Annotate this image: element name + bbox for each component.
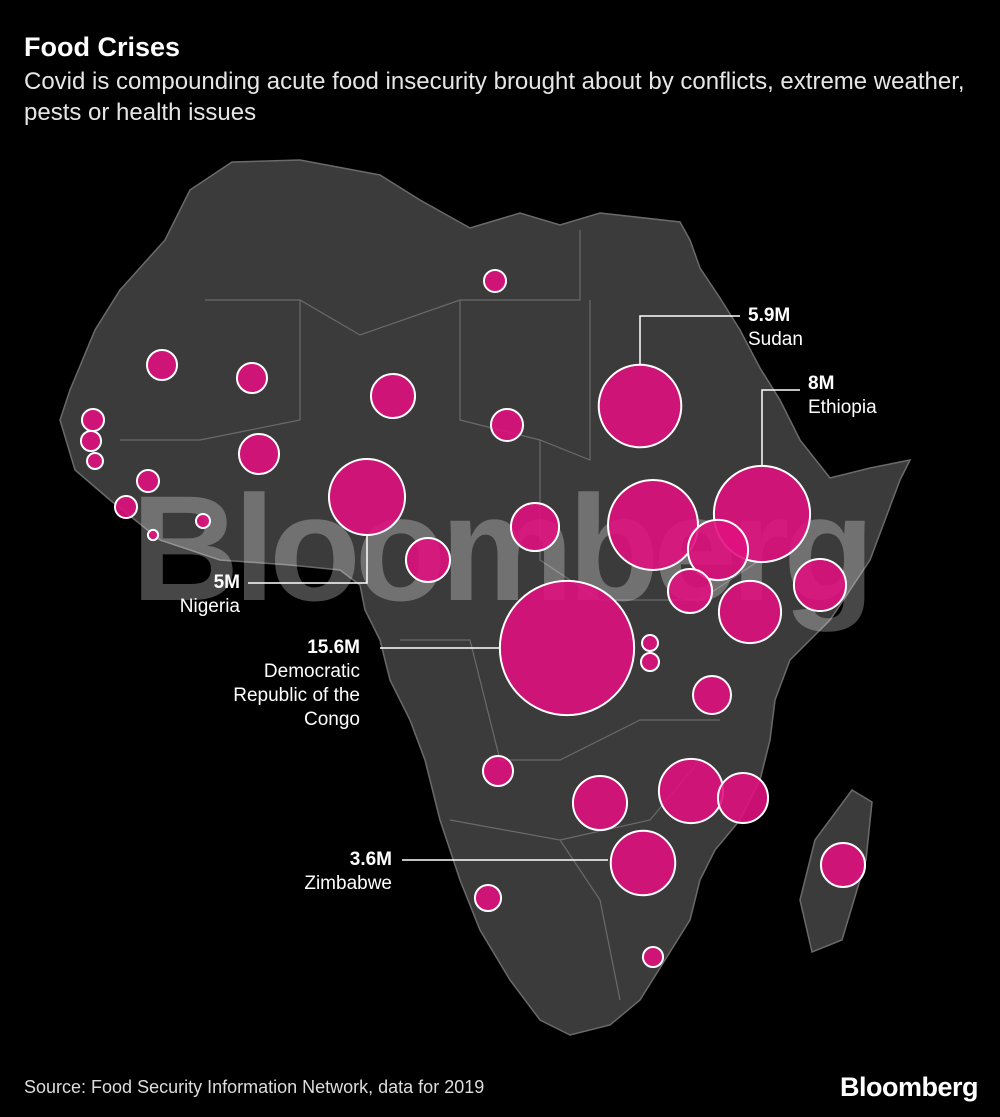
bubble — [571, 774, 629, 832]
bubble — [473, 883, 503, 913]
country-name: Sudan — [748, 329, 803, 350]
annotation: 5M Nigeria — [70, 571, 240, 619]
bubble — [597, 363, 683, 449]
logo: Bloomberg — [839, 1072, 979, 1102]
value-label: 5M — [213, 572, 240, 593]
country-name: Zimbabwe — [304, 873, 392, 894]
bubble — [79, 429, 103, 453]
bubble — [666, 567, 714, 615]
bubble — [641, 945, 665, 969]
bubble — [716, 771, 770, 825]
value-label: 15.6M — [307, 637, 360, 658]
bubble — [641, 634, 659, 652]
bubble — [86, 452, 104, 470]
value-label: 5.9M — [748, 305, 791, 326]
annotation: 15.6M Democratic Republic of the Congo — [190, 636, 360, 732]
bubble — [404, 536, 452, 584]
leader-line — [639, 315, 740, 364]
bubble — [113, 494, 139, 520]
value-label: 3.6M — [349, 849, 392, 870]
bubble — [819, 841, 867, 889]
bubble — [327, 457, 407, 537]
bubble — [657, 757, 725, 825]
bubble — [482, 268, 508, 294]
bubble — [792, 557, 848, 613]
country-name: Ethiopia — [808, 397, 877, 418]
bubble — [717, 579, 783, 645]
bubble — [686, 518, 750, 582]
bubble — [498, 579, 636, 717]
bubble — [145, 348, 179, 382]
bubble — [369, 372, 417, 420]
bubble — [607, 479, 699, 571]
bubble — [146, 528, 160, 542]
annotation: 5.9M Sudan — [748, 304, 803, 352]
annotation: 3.6M Zimbabwe — [222, 848, 392, 896]
bubble — [609, 829, 677, 897]
bubble — [135, 468, 161, 494]
title: Food Crises — [24, 32, 181, 62]
bubble — [509, 501, 561, 553]
subtitle: Covid is compounding acute food insecuri… — [24, 68, 965, 126]
bubble — [489, 407, 525, 443]
bubble — [691, 674, 733, 716]
leader-line — [761, 389, 800, 466]
bubble — [481, 754, 515, 788]
bubble — [235, 361, 269, 395]
bubble — [237, 432, 281, 476]
country-name: Democratic Republic of the Congo — [233, 661, 360, 730]
bubble — [80, 407, 106, 433]
bubble — [194, 512, 212, 530]
annotation: 8M Ethiopia — [808, 372, 877, 420]
source: Source: Food Security Information Networ… — [24, 1077, 485, 1097]
country-name: Nigeria — [179, 596, 240, 617]
bubbles — [79, 268, 867, 969]
value-label: 8M — [808, 373, 835, 394]
leader-line — [248, 536, 368, 584]
bubble — [640, 652, 660, 672]
